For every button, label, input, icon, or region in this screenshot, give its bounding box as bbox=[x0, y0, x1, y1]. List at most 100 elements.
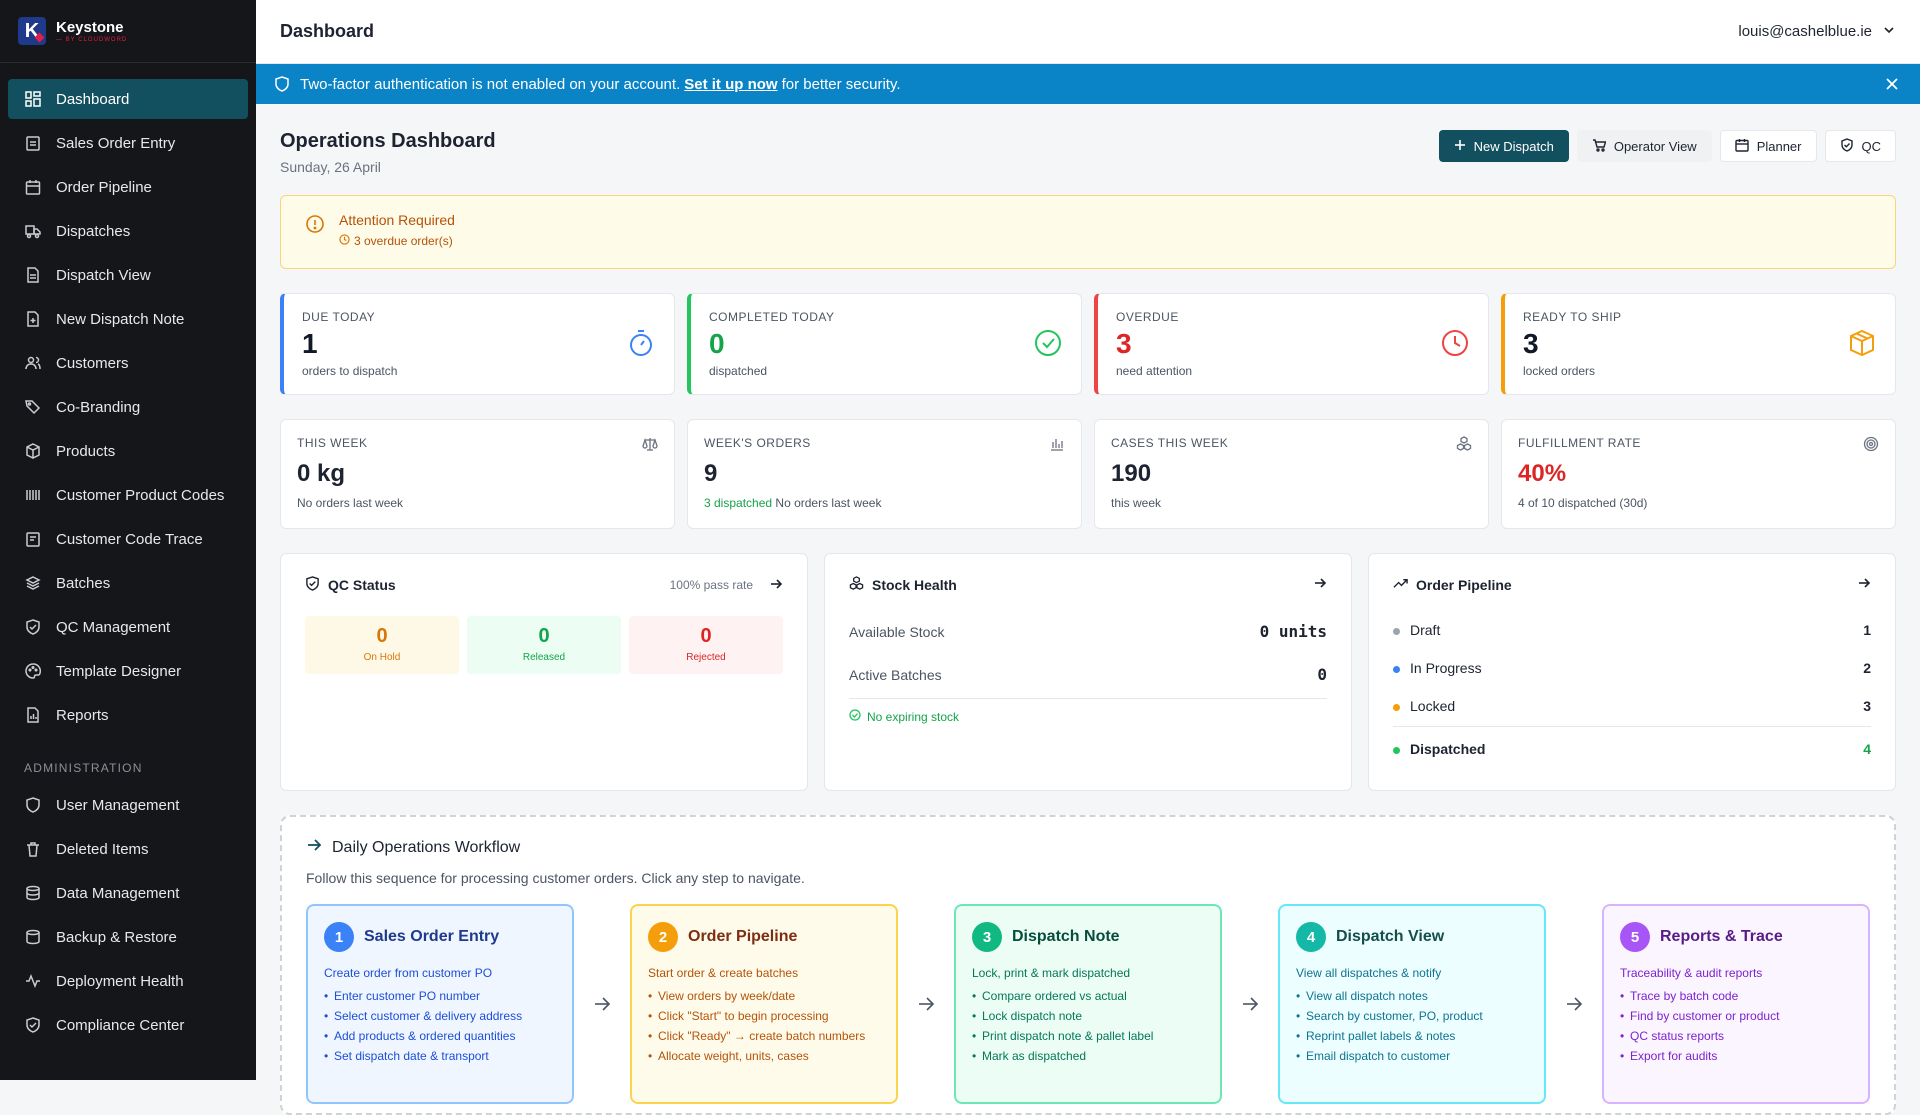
shield-icon bbox=[24, 796, 42, 814]
stopwatch-icon bbox=[626, 328, 656, 358]
sidebar-item-customers[interactable]: Customers bbox=[8, 343, 248, 383]
kpi-completed-today[interactable]: COMPLETED TODAY 0 dispatched bbox=[687, 293, 1082, 395]
active-batches-value: 0 bbox=[1317, 665, 1327, 684]
new-dispatch-button[interactable]: New Dispatch bbox=[1438, 130, 1569, 162]
stat-cases-this-week[interactable]: CASES THIS WEEK 190 this week bbox=[1094, 419, 1489, 529]
qc-label: QC bbox=[1861, 138, 1882, 154]
step-item: Reprint pallet labels & notes bbox=[1296, 1028, 1528, 1044]
step-title: Dispatch Note bbox=[1012, 928, 1120, 945]
brand-name: Keystone bbox=[56, 18, 124, 36]
qc-pass-rate: 100% pass rate bbox=[669, 578, 753, 592]
file-plus-icon bbox=[24, 310, 42, 328]
brand[interactable]: K Keystone — BY CLOUDWORD bbox=[0, 0, 256, 63]
arrow-right-icon[interactable] bbox=[769, 577, 783, 594]
sidebar-item-co-branding[interactable]: Co-Branding bbox=[8, 387, 248, 427]
sidebar-item-customer-product-codes[interactable]: Customer Product Codes bbox=[8, 475, 248, 515]
pipeline-row-locked[interactable]: Locked 3 bbox=[1393, 698, 1871, 727]
pipeline-row-draft[interactable]: Draft 1 bbox=[1393, 622, 1871, 638]
stat-this-week[interactable]: THIS WEEK 0 kg No orders last week bbox=[280, 419, 675, 529]
kpi-sub: orders to dispatch bbox=[302, 364, 398, 378]
shield-check-icon bbox=[305, 576, 320, 594]
setup-2fa-link[interactable]: Set it up now bbox=[684, 75, 778, 93]
sidebar-item-products[interactable]: Products bbox=[8, 431, 248, 471]
banner-text-after: for better security. bbox=[781, 75, 901, 93]
user-menu[interactable]: louis@cashelblue.ie bbox=[1738, 23, 1896, 41]
header-title: Dashboard bbox=[280, 21, 375, 41]
kpi-ready-to-ship[interactable]: READY TO SHIP 3 locked orders bbox=[1501, 293, 1896, 395]
step-item: Find by customer or product bbox=[1620, 1008, 1852, 1024]
workflow-step-order-pipeline[interactable]: 2 Order Pipeline Start order & create bat… bbox=[630, 904, 898, 1104]
sidebar-item-label: Reports bbox=[56, 706, 109, 724]
qc-rejected-label: Rejected bbox=[686, 652, 726, 663]
sidebar-item-label: Order Pipeline bbox=[56, 178, 152, 196]
kpi-overdue[interactable]: OVERDUE 3 need attention bbox=[1094, 293, 1489, 395]
workflow-step-sales-order-entry[interactable]: 1 Sales Order Entry Create order from cus… bbox=[306, 904, 574, 1104]
planner-button[interactable]: Planner bbox=[1719, 130, 1817, 162]
sidebar-item-backup-restore[interactable]: Backup & Restore bbox=[8, 917, 248, 957]
sidebar-item-dispatch-view[interactable]: Dispatch View bbox=[8, 255, 248, 295]
qc-rejected[interactable]: 0 Rejected bbox=[629, 616, 783, 674]
workflow-step-dispatch-view[interactable]: 4 Dispatch View View all dispatches & not… bbox=[1278, 904, 1546, 1104]
sidebar-item-qc-management[interactable]: QC Management bbox=[8, 607, 248, 647]
qc-button[interactable]: QC bbox=[1824, 130, 1896, 162]
sidebar-item-dashboard[interactable]: Dashboard bbox=[8, 79, 248, 119]
step-title: Order Pipeline bbox=[688, 928, 798, 945]
pipeline-row-dispatched[interactable]: Dispatched 4 bbox=[1393, 741, 1871, 757]
workflow-step-reports-trace[interactable]: 5 Reports & Trace Traceability & audit re… bbox=[1602, 904, 1870, 1104]
panel-title: QC Status bbox=[328, 577, 396, 593]
sidebar-item-template-designer[interactable]: Template Designer bbox=[8, 651, 248, 691]
sidebar-item-dispatches[interactable]: Dispatches bbox=[8, 211, 248, 251]
pipeline-value: 4 bbox=[1863, 741, 1871, 757]
qc-released-label: Released bbox=[522, 652, 566, 663]
sidebar-item-customer-code-trace[interactable]: Customer Code Trace bbox=[8, 519, 248, 559]
page-date: Sunday, 26 April bbox=[280, 159, 381, 175]
stat-fulfillment-rate[interactable]: FULFILLMENT RATE 40% 4 of 10 dispatched … bbox=[1501, 419, 1896, 529]
panel-title: Order Pipeline bbox=[1416, 577, 1512, 593]
sidebar-item-compliance-center[interactable]: Compliance Center bbox=[8, 1005, 248, 1045]
arrow-right-icon[interactable] bbox=[1313, 576, 1327, 594]
sidebar-item-deployment-health[interactable]: Deployment Health bbox=[8, 961, 248, 1001]
stat-label: THIS WEEK bbox=[297, 436, 368, 450]
qc-on-hold[interactable]: 0 On Hold bbox=[305, 616, 459, 674]
qc-released[interactable]: 0 Released bbox=[467, 616, 621, 674]
qc-on-hold-label: On Hold bbox=[363, 652, 401, 663]
stat-sub-text: No orders last week bbox=[775, 496, 882, 510]
sidebar-item-label: Data Management bbox=[56, 884, 180, 902]
step-desc: Create order from customer PO bbox=[324, 966, 493, 980]
sidebar-item-new-dispatch-note[interactable]: New Dispatch Note bbox=[8, 299, 248, 339]
clock-icon bbox=[1440, 328, 1470, 358]
sidebar-item-data-management[interactable]: Data Management bbox=[8, 873, 248, 913]
close-icon[interactable] bbox=[1882, 74, 1902, 94]
sidebar-item-reports[interactable]: Reports bbox=[8, 695, 248, 735]
step-item: Search by customer, PO, product bbox=[1296, 1008, 1528, 1024]
stat-sub: this week bbox=[1111, 496, 1162, 510]
sidebar-item-label: Batches bbox=[56, 574, 111, 592]
sidebar-item-batches[interactable]: Batches bbox=[8, 563, 248, 603]
kpi-value: 3 bbox=[1523, 328, 1539, 359]
sidebar-section-title: ADMINISTRATION bbox=[24, 761, 143, 775]
operator-view-button[interactable]: Operator View bbox=[1576, 130, 1712, 162]
sidebar-item-label: Products bbox=[56, 442, 116, 460]
archive-icon bbox=[24, 928, 42, 946]
step-item: Add products & ordered quantities bbox=[324, 1028, 556, 1044]
kpi-value: 0 bbox=[709, 328, 725, 359]
sidebar-item-order-pipeline[interactable]: Order Pipeline bbox=[8, 167, 248, 207]
stat-sub: 4 of 10 dispatched (30d) bbox=[1518, 496, 1648, 510]
sidebar-item-user-management[interactable]: User Management bbox=[8, 785, 248, 825]
expiry-note-text: No expiring stock bbox=[867, 709, 960, 724]
arrow-right-icon[interactable] bbox=[1857, 576, 1871, 594]
stat-weeks-orders[interactable]: WEEK'S ORDERS 9 3 dispatched No orders l… bbox=[687, 419, 1082, 529]
workflow-step-dispatch-note[interactable]: 3 Dispatch Note Lock, print & mark dispat… bbox=[954, 904, 1222, 1104]
alert-title: Attention Required bbox=[339, 212, 455, 228]
new-dispatch-label: New Dispatch bbox=[1473, 138, 1554, 154]
alert-detail[interactable]: 3 overdue order(s) bbox=[339, 234, 455, 248]
kpi-due-today[interactable]: DUE TODAY 1 orders to dispatch bbox=[280, 293, 675, 395]
stat-value: 40% bbox=[1518, 460, 1567, 487]
boxes-icon bbox=[849, 576, 864, 594]
stat-value: 190 bbox=[1111, 460, 1152, 487]
sidebar-item-sales-order-entry[interactable]: Sales Order Entry bbox=[8, 123, 248, 163]
pipeline-row-in-progress[interactable]: In Progress 2 bbox=[1393, 660, 1871, 676]
top-header: Dashboard louis@cashelblue.ie bbox=[256, 0, 1920, 64]
pipeline-value: 1 bbox=[1863, 622, 1871, 638]
sidebar-item-deleted-items[interactable]: Deleted Items bbox=[8, 829, 248, 869]
